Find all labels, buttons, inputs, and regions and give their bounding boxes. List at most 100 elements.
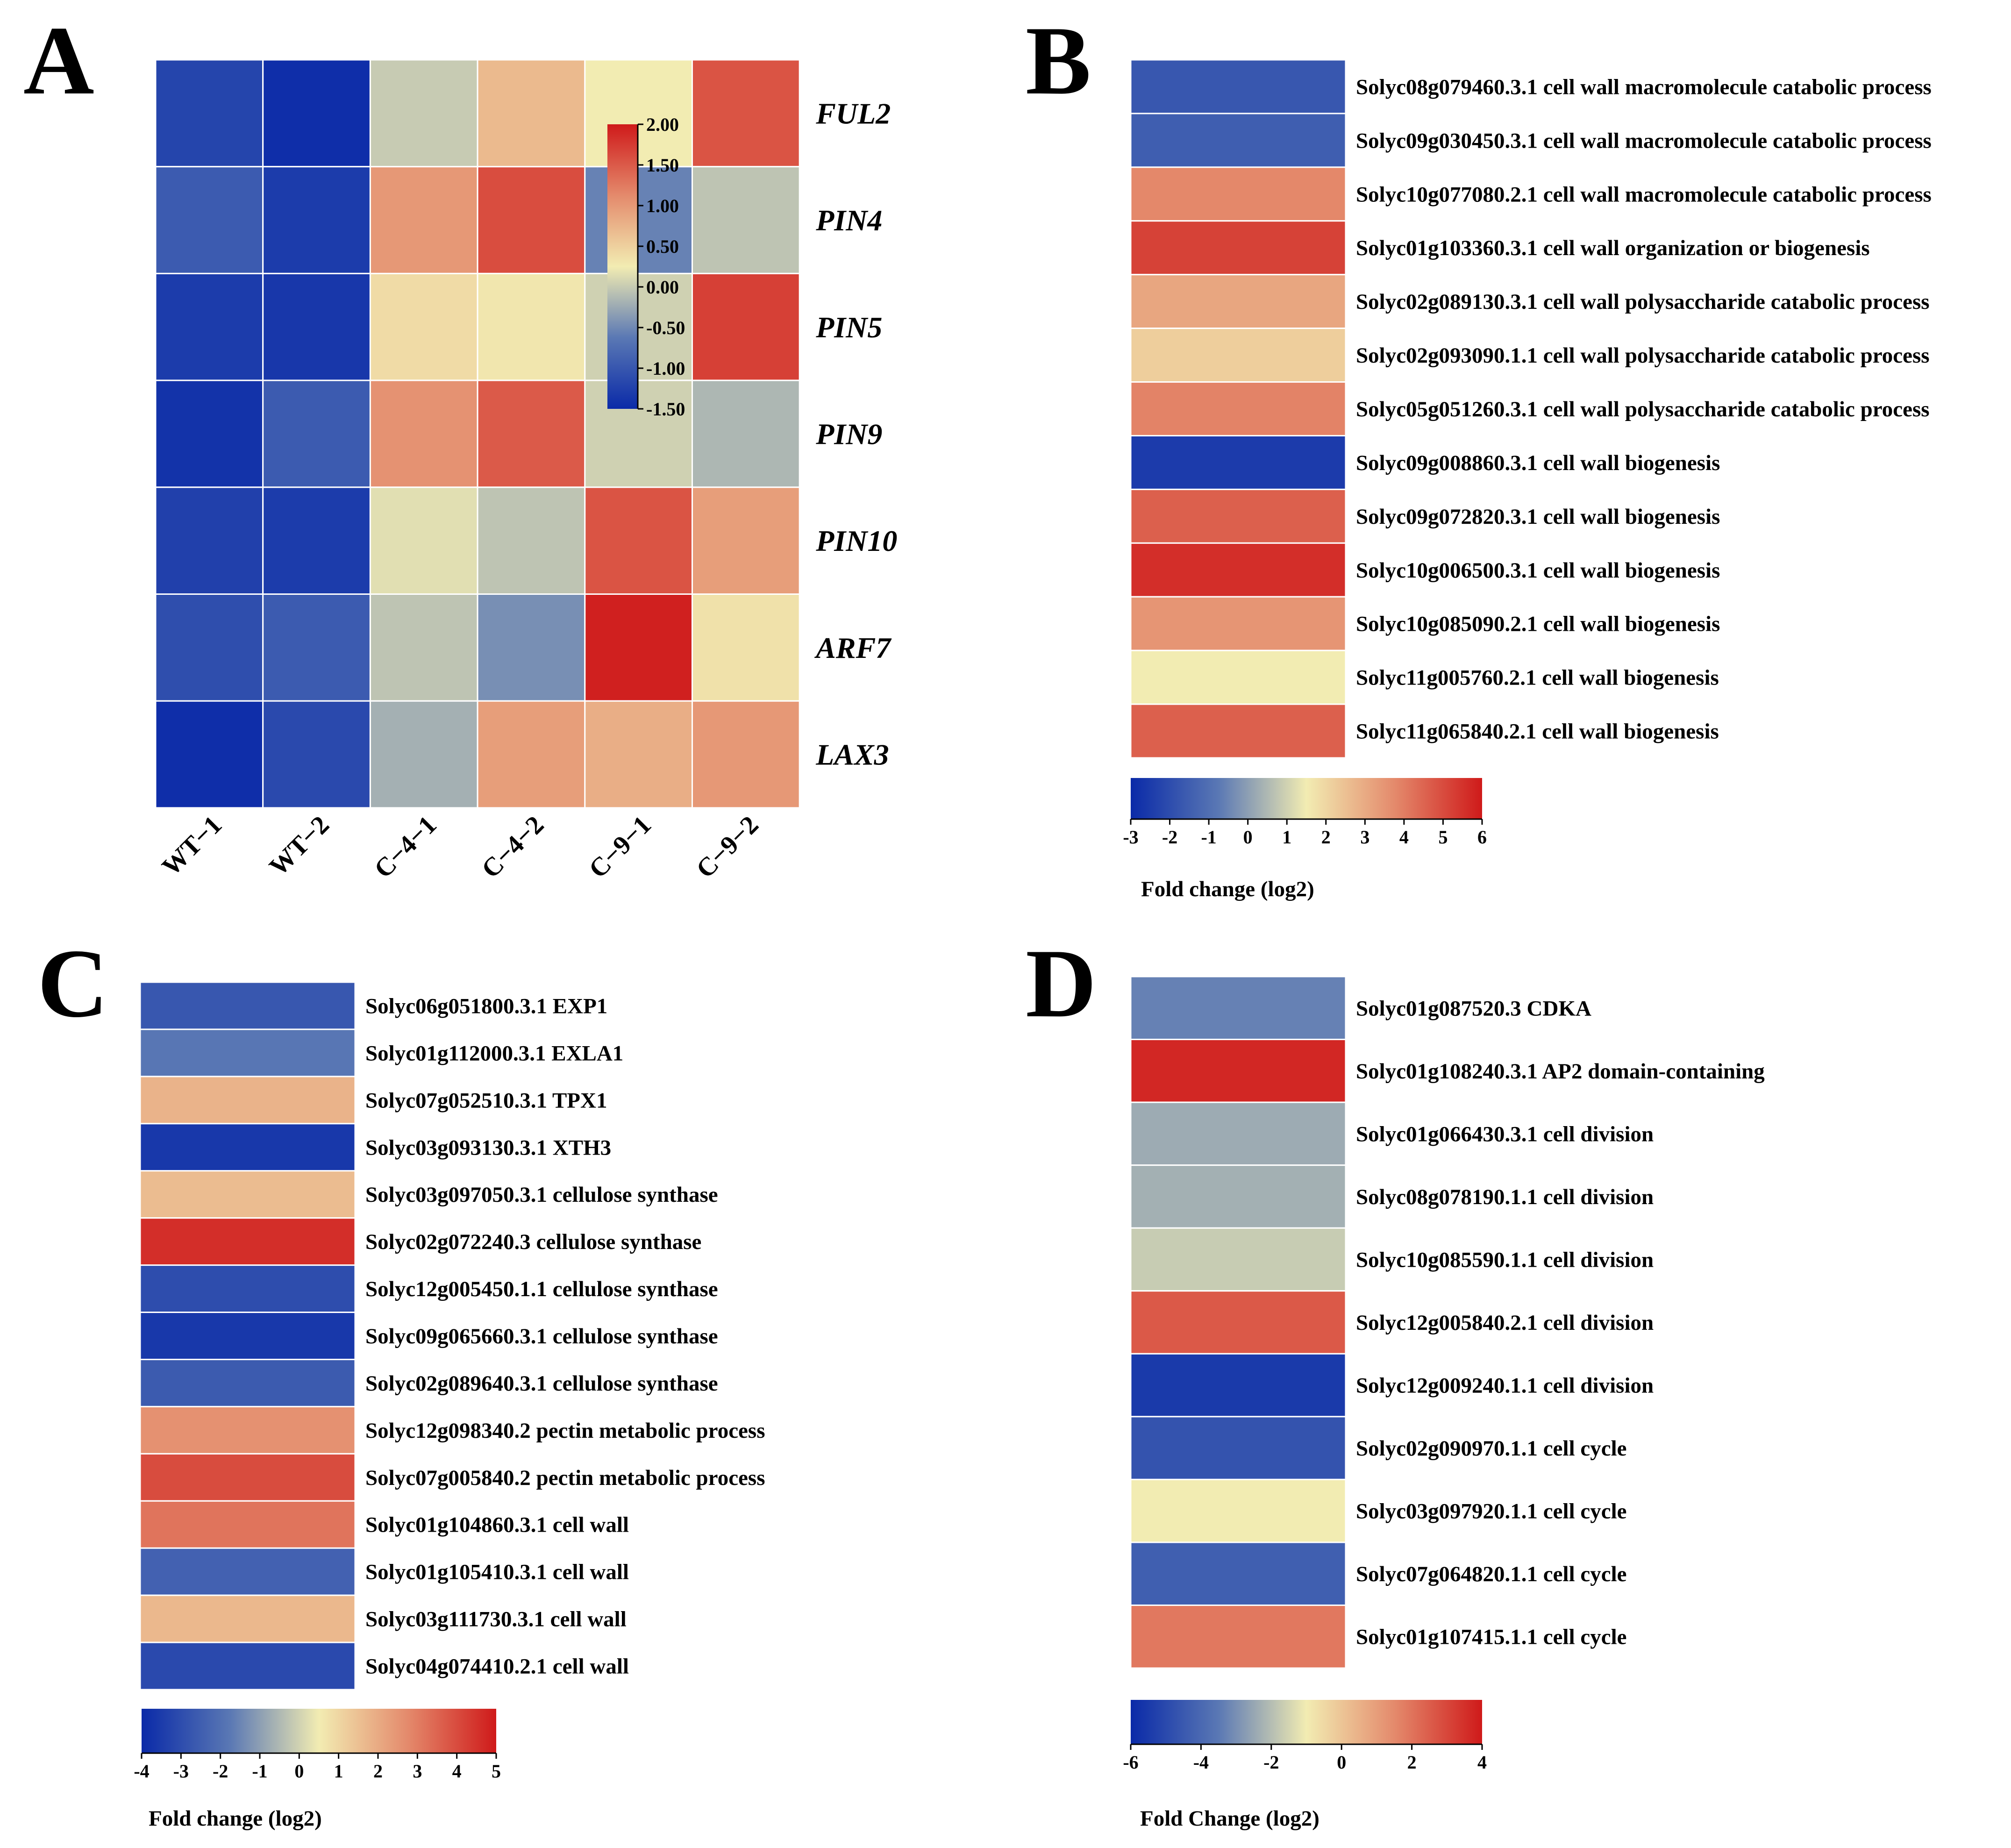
heatmap-a-cell [262,272,371,381]
heatmap-a-column-label: C−9−2 [691,810,764,884]
heatmap-c-row-label: Solyc01g105410.3.1 cell wall [365,1560,629,1584]
heatmap-d-row-label: Solyc01g066430.3.1 cell division [1356,1122,1654,1146]
heatmap-a-cell [155,379,264,488]
heatmap-d-cell [1130,1416,1347,1480]
heatmap-c-row-label: Solyc03g097050.3.1 cellulose synthase [365,1183,718,1207]
heatmap-c-cell [139,1500,356,1549]
heatmap-a-cell [584,59,693,168]
heatmap-c-row-label: Solyc02g072240.3 cellulose synthase [365,1230,701,1254]
heatmap-b-row-label: Solyc10g006500.3.1 cell wall biogenesis [1356,558,1720,583]
heatmap-a-cell [692,486,800,595]
heatmap-b-cell [1130,435,1347,490]
colorbar-c-tick-label: -1 [252,1761,267,1782]
panel-label-d: D [1026,929,1097,1038]
heatmap-a-cell [584,593,693,702]
heatmap-b-row-label: Solyc09g030450.3.1 cell wall macromolecu… [1356,128,1932,153]
heatmap-a-cell [369,166,478,274]
heatmap-c-cell [139,1453,356,1502]
heatmap-d-cell [1130,1164,1347,1229]
heatmap-c-cell [139,1406,356,1455]
heatmap-c-row-label: Solyc12g005450.1.1 cellulose synthase [365,1277,718,1301]
heatmap-b-cell [1130,166,1347,222]
heatmap-a-cell [155,272,264,381]
heatmap-b-cell [1130,488,1347,544]
colorbar-b-tick-label: 1 [1282,827,1291,848]
colorbar-b-tick-label: 3 [1360,827,1369,848]
colorbar-a-tick-label: -1.50 [646,399,685,420]
colorbar-d-tick-label: -2 [1263,1752,1279,1773]
heatmap-d-cell [1130,1478,1347,1543]
heatmap-a-cell [477,166,586,274]
colorbar-b [1131,778,1482,819]
heatmap-a-cell [477,486,586,595]
heatmap-a-cell [369,59,478,168]
colorbar-d-title: Fold Change (log2) [1140,1806,1319,1831]
heatmap-c-row-label: Solyc06g051800.3.1 EXP1 [365,994,607,1018]
heatmap-a-cell [369,593,478,702]
colorbar-b-tick-label: -2 [1162,827,1177,848]
heatmap-c-cell [139,1594,356,1643]
heatmap-c-cell [139,1264,356,1313]
heatmap-d-row-label: Solyc03g097920.1.1 cell cycle [1356,1499,1627,1524]
heatmap-d-cell [1130,1541,1347,1606]
heatmap-a-row-label: PIN4 [815,204,882,237]
heatmap-b-row-label: Solyc08g079460.3.1 cell wall macromolecu… [1356,75,1932,99]
heatmap-b-cell [1130,274,1347,329]
heatmap-a-cell [155,700,264,809]
colorbar-a-tick-label: -1.00 [646,358,685,379]
heatmap-c-cell [139,1547,356,1596]
heatmap-d-row-label: Solyc08g078190.1.1 cell division [1356,1185,1654,1209]
colorbar-b-tick-label: 0 [1243,827,1253,848]
heatmap-c-cell [139,1028,356,1077]
colorbar-a-tick-label: 2.00 [646,114,679,135]
heatmap-c-row-label: Solyc09g065660.3.1 cellulose synthase [365,1324,718,1349]
heatmap-a-cell [262,486,371,595]
colorbar-c [142,1709,496,1753]
heatmap-a-row-label: FUL2 [815,97,891,130]
panel-label-a: A [23,7,94,115]
colorbar-c-tick-label: -3 [173,1761,189,1782]
colorbar-d-tick-label: 4 [1477,1752,1487,1773]
heatmap-d-row-label: Solyc10g085590.1.1 cell division [1356,1248,1654,1272]
colorbar-c-tick-label: 3 [413,1761,422,1782]
heatmap-d-cell [1130,1604,1347,1669]
panel-label-b: B [1026,7,1091,115]
colorbar-b-tick-label: -1 [1201,827,1216,848]
heatmap-b-cell [1130,328,1347,383]
heatmap-b-row-label: Solyc10g085090.2.1 cell wall biogenesis [1356,612,1720,636]
colorbar-d-tick-label: -6 [1123,1752,1138,1773]
heatmap-a-cell [477,379,586,488]
heatmap-b-row-label: Solyc10g077080.2.1 cell wall macromolecu… [1356,182,1932,207]
heatmap-c-row-label: Solyc12g098340.2 pectin metabolic proces… [365,1419,765,1443]
heatmap-a-cell [369,272,478,381]
heatmap-a-cell [155,486,264,595]
heatmap-a-cell [584,486,693,595]
heatmap-c-row-label: Solyc01g112000.3.1 EXLA1 [365,1041,623,1065]
heatmap-c-cell [139,1123,356,1172]
panel-label-c: C [37,929,108,1038]
heatmap-b-cell [1130,59,1347,114]
heatmap-c-cell [139,1358,356,1407]
colorbar-c-tick-label: 2 [373,1761,383,1782]
heatmap-a-row-label: PIN10 [815,524,897,557]
heatmap-a-column-label: WT−2 [264,810,335,881]
heatmap-a-cell [692,700,800,809]
heatmap-a-cell [477,272,586,381]
heatmap-a-cell [262,166,371,274]
heatmap-d-cell [1130,1227,1347,1292]
heatmap-a-row-label: LAX3 [815,738,889,771]
heatmap-d-row-label: Solyc01g108240.3.1 AP2 domain-containing [1356,1059,1765,1084]
colorbar-c-title: Fold change (log2) [149,1806,322,1831]
heatmap-b-cell [1130,381,1347,436]
heatmap-a-cell [692,379,800,488]
colorbar-b-tick-label: 6 [1477,827,1487,848]
heatmap-d-row-label: Solyc07g064820.1.1 cell cycle [1356,1562,1627,1586]
heatmap-a-row-label: PIN5 [815,311,882,344]
heatmap-a-cell [262,593,371,702]
heatmap-d-cell [1130,976,1347,1041]
heatmap-c-cell [139,981,356,1030]
heatmap-a-cell [584,700,693,809]
heatmap-a-cell [262,700,371,809]
colorbar-a-tick-label: -0.50 [646,317,685,338]
